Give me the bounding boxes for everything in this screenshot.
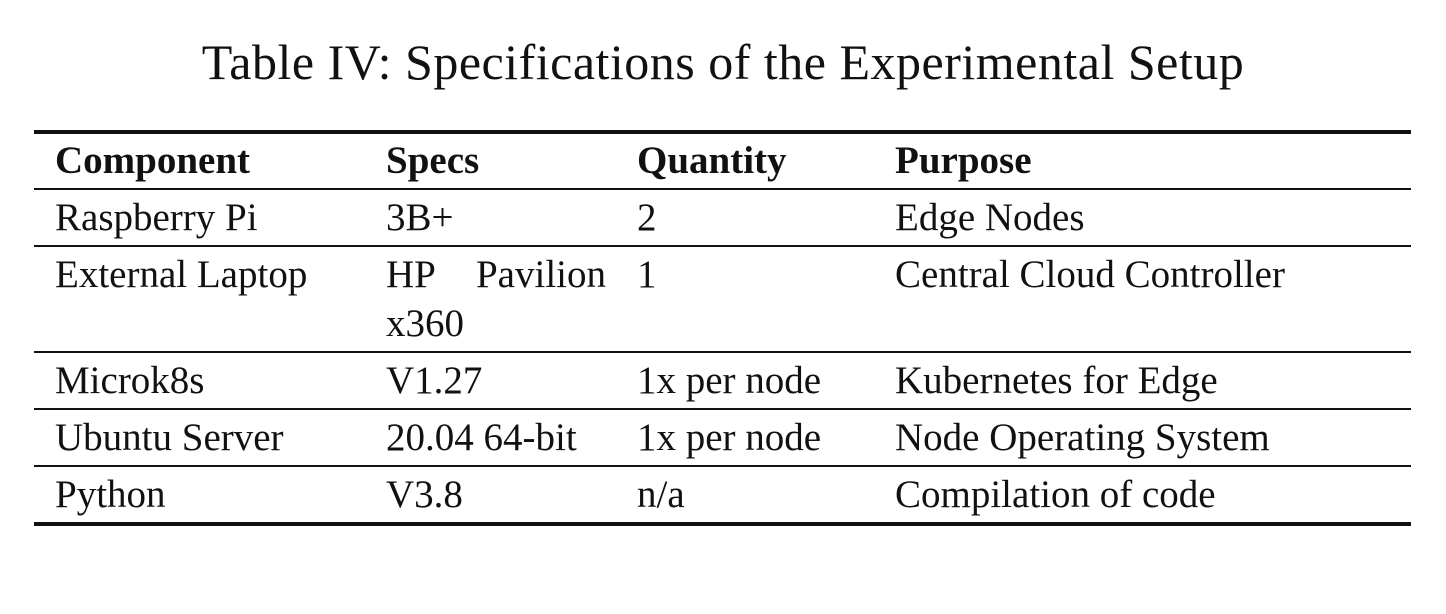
table-header-row: Component Specs Quantity Purpose (34, 132, 1411, 189)
table-row: Ubuntu Server 20.04 64-bit 1x per node N… (34, 409, 1411, 466)
cell-quantity: 1x per node (637, 359, 822, 402)
cell-specs: HP Pavil­ion x360 (386, 253, 606, 345)
cell-component: External Laptop (55, 253, 308, 296)
cell-specs: V3.8 (386, 473, 463, 516)
cell-purpose: Central Cloud Controller (895, 253, 1285, 296)
cell-specs: V1.27 (386, 359, 483, 402)
header-component: Component (55, 139, 251, 182)
table-row: Raspberry Pi 3B+ 2 Edge Nodes (34, 189, 1411, 246)
header-specs: Specs (386, 139, 480, 182)
header-purpose: Purpose (895, 139, 1032, 182)
cell-purpose: Compilation of code (895, 473, 1216, 516)
cell-quantity: 1 (637, 253, 657, 296)
table-row: Microk8s V1.27 1x per node Kubernetes fo… (34, 352, 1411, 409)
cell-component: Python (55, 473, 166, 516)
cell-component: Ubuntu Server (55, 416, 284, 459)
cell-purpose: Kubernetes for Edge (895, 359, 1218, 402)
cell-specs: 3B+ (386, 196, 454, 239)
cell-quantity: n/a (637, 473, 685, 516)
cell-purpose: Node Operating System (895, 416, 1270, 459)
table-caption: Table IV: Specifications of the Experime… (201, 34, 1245, 90)
cell-purpose: Edge Nodes (895, 196, 1085, 239)
cell-component: Raspberry Pi (55, 196, 258, 239)
header-quantity: Quantity (637, 139, 787, 182)
cell-specs: 20.04 64-bit (386, 416, 577, 459)
specifications-table: Component Specs Quantity Purpose Raspber… (34, 130, 1411, 526)
cell-quantity: 2 (637, 196, 657, 239)
table-row: Python V3.8 n/a Compilation of code (34, 466, 1411, 524)
table-row: External Laptop HP Pavil­ion x360 1 Cent… (34, 246, 1411, 352)
cell-quantity: 1x per node (637, 416, 822, 459)
cell-component: Microk8s (55, 359, 205, 402)
